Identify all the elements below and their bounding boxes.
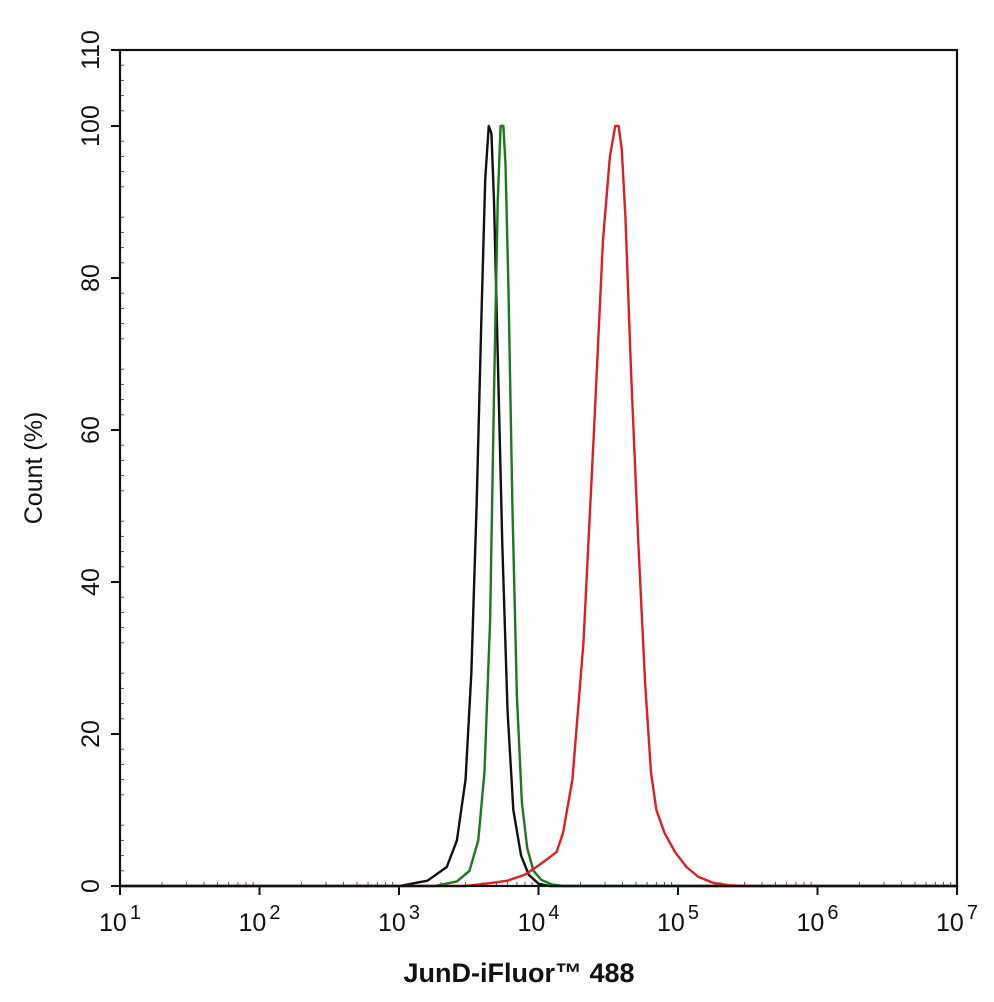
x-tick-exponent: 4 <box>548 902 559 924</box>
x-tick-exponent: 2 <box>269 902 280 924</box>
x-tick-exponent: 5 <box>688 902 699 924</box>
x-tick-base: 10 <box>239 909 267 937</box>
y-axis: 0 20 40 60 80 100 110 <box>77 30 120 893</box>
x-tick-label: 10 3 <box>378 902 420 937</box>
x-axis: 10 1 10 2 10 3 10 4 10 5 10 6 10 7 <box>99 886 978 937</box>
x-tick-label: 10 7 <box>936 902 978 937</box>
y-tick-label: 40 <box>77 568 105 596</box>
y-tick-label: 80 <box>77 264 105 292</box>
series-line-2 <box>118 124 959 888</box>
x-tick-base: 10 <box>936 909 964 937</box>
x-tick-exponent: 7 <box>967 902 978 924</box>
y-axis-label: Count (%) <box>20 412 48 525</box>
x-tick-label: 10 2 <box>239 902 281 937</box>
x-tick-label: 10 4 <box>518 902 560 937</box>
series-line-3 <box>118 124 959 888</box>
x-tick-label: 10 1 <box>99 902 141 937</box>
y-tick-label: 0 <box>77 879 105 893</box>
x-tick-exponent: 1 <box>130 902 141 924</box>
x-tick-base: 10 <box>99 909 127 937</box>
x-tick-exponent: 6 <box>827 902 838 924</box>
y-tick-label: 100 <box>77 105 105 147</box>
series-line-1 <box>118 124 959 888</box>
x-tick-base: 10 <box>518 909 546 937</box>
y-tick-label: 20 <box>77 720 105 748</box>
x-axis-label: JunD-iFluor™ 488 <box>403 958 634 988</box>
series-layer <box>118 124 959 888</box>
x-tick-base: 10 <box>378 909 406 937</box>
x-tick-label: 10 6 <box>797 902 839 937</box>
plot-frame <box>118 48 959 888</box>
x-tick-base: 10 <box>797 909 825 937</box>
x-tick-exponent: 3 <box>409 902 420 924</box>
x-tick-base: 10 <box>657 909 685 937</box>
y-tick-label: 110 <box>77 30 105 70</box>
x-tick-label: 10 5 <box>657 902 699 937</box>
minor-ticks <box>120 64 952 886</box>
y-tick-label: 60 <box>77 416 105 444</box>
